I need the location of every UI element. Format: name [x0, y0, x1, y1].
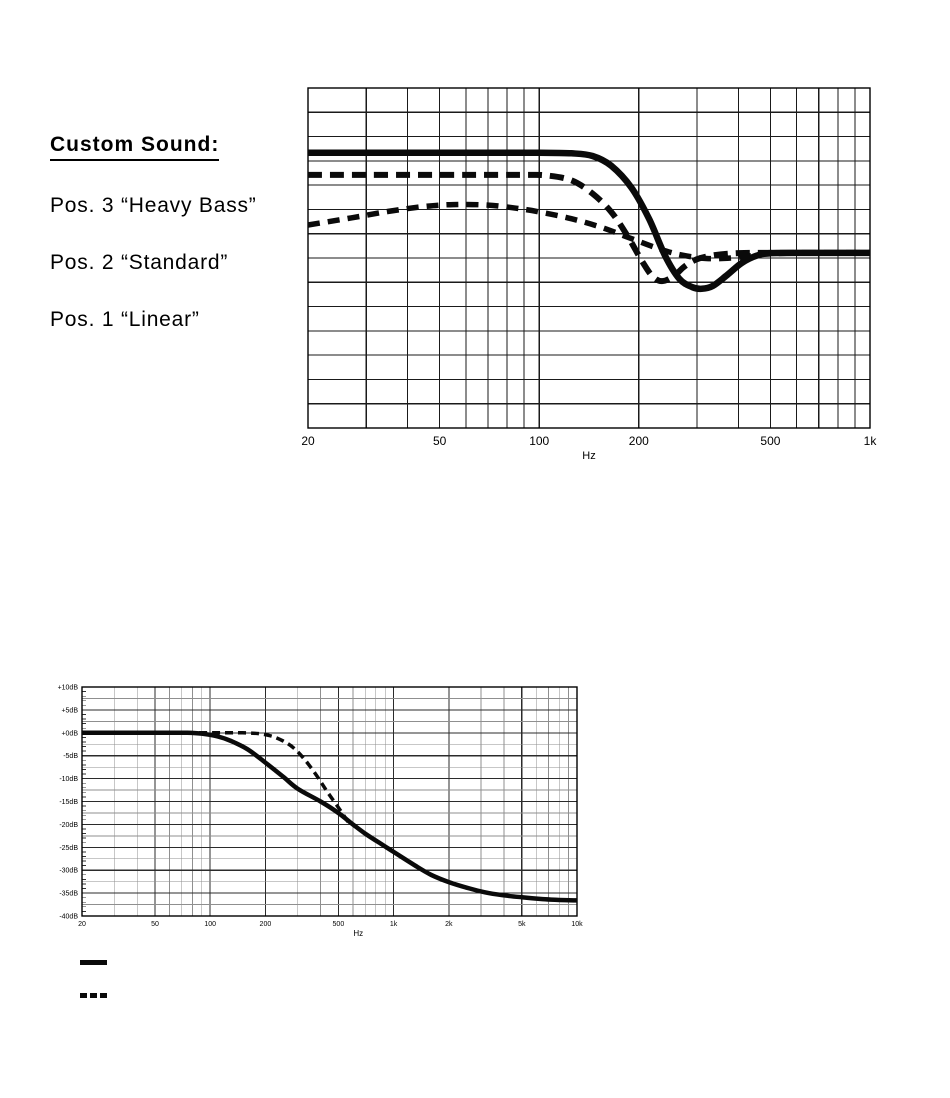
x-tick-label: 1k [390, 921, 398, 928]
x-tick-label: 20 [301, 434, 315, 448]
custom-sound-text-block: Custom Sound: Pos. 3 “Heavy Bass” Pos. 2… [50, 133, 310, 332]
y-tick-label: -20dB [59, 822, 78, 829]
x-tick-label: 200 [629, 434, 649, 448]
legend-solid-line-swatch [80, 960, 107, 965]
y-tick-label: +0dB [61, 730, 78, 737]
line-style-legend [80, 956, 200, 998]
bottom-chart-svg: 20 50 100 200 500 1k 2k 5k 10k +10dB +5dB +0dB -5dB -… [58, 685, 584, 939]
plot-border [81, 686, 578, 917]
x-tick-label: 5k [518, 921, 526, 928]
x-tick-label: 200 [260, 921, 272, 928]
x-tick-label: 2k [445, 921, 453, 928]
y-tick-label: -10dB [59, 776, 78, 783]
pos-1-linear-label: Pos. 1 “Linear” [50, 308, 200, 331]
grid-lines [307, 87, 871, 429]
y-tick-label: +10dB [58, 685, 79, 692]
pos-3-heavy-bass-label: Pos. 3 “Heavy Bass” [50, 194, 257, 217]
plot-border [307, 87, 871, 429]
y-tick-label: -35dB [59, 891, 78, 898]
axis-labels: 20 50 100 200 500 1k Hz [301, 434, 877, 462]
x-tick-label: 1k [864, 434, 878, 448]
grid-lines [81, 686, 578, 917]
y-tick-label: +5dB [61, 707, 78, 714]
dash-segment [100, 993, 107, 998]
y-tick-label: -25dB [59, 845, 78, 852]
x-tick-label: 50 [433, 434, 447, 448]
axis-labels: 20 50 100 200 500 1k 2k 5k 10k +10dB +5dB +0dB -5dB -… [58, 685, 584, 939]
y-tick-label: -40dB [59, 914, 78, 921]
x-tick-label: 500 [333, 921, 345, 928]
x-tick-label: 20 [78, 921, 86, 928]
x-tick-label: 100 [204, 921, 216, 928]
y-tick-label: -30dB [59, 868, 78, 875]
lowpass-dashed-curve [82, 730, 350, 824]
x-tick-label: 500 [760, 434, 780, 448]
x-axis-unit-label: Hz [582, 450, 595, 462]
lowpass-solid-curve [82, 730, 578, 903]
pos-2-standard-label: Pos. 2 “Standard” [50, 251, 229, 274]
y-tick-label: -5dB [63, 753, 78, 760]
dash-segment [90, 993, 97, 998]
lowpass-filter-response-chart: 20 50 100 200 500 1k 2k 5k 10k +10dB +5dB +0dB -5dB -… [50, 676, 615, 948]
x-tick-label: 10k [571, 921, 583, 928]
y-tick-label: -15dB [59, 799, 78, 806]
legend-dashed-line-swatch [80, 993, 200, 998]
x-axis-unit-label: Hz [353, 929, 363, 938]
dash-segment [80, 993, 87, 998]
pos-2-standard-curve [307, 171, 870, 285]
x-tick-label: 100 [529, 434, 549, 448]
custom-sound-title: Custom Sound: [50, 133, 220, 161]
custom-sound-frequency-response-chart: 20 50 100 200 500 1k Hz [280, 80, 892, 472]
x-tick-label: 50 [151, 921, 159, 928]
top-chart-svg: 20 50 100 200 500 1k Hz [301, 87, 877, 462]
